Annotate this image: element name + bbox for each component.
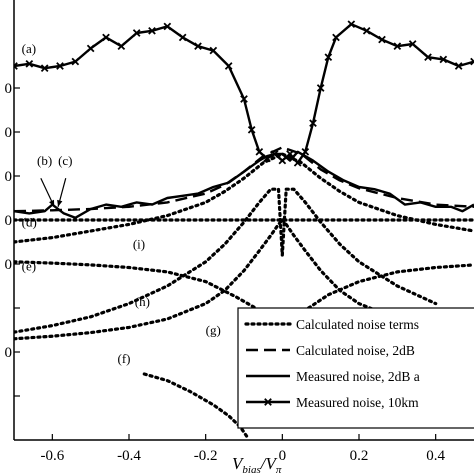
curve-label-a: (a) [22, 41, 36, 56]
series-g-line [14, 218, 284, 341]
legend: Calculated noise terms Calculated noise, … [237, 307, 474, 429]
curve-label-g: (g) [206, 322, 221, 337]
pointer-arrowhead [49, 199, 55, 207]
series-a-marker [408, 40, 417, 48]
series-a-marker [278, 156, 287, 165]
legend-label: Calculated noise terms [296, 317, 419, 332]
curve-label-d: (d) [22, 215, 37, 230]
series-a-marker [347, 20, 356, 29]
x-tick-label: -0.6 [40, 448, 64, 464]
series-a-marker [454, 62, 463, 70]
y-tick-label: 0 [5, 213, 13, 229]
x-tick-label: 0.4 [426, 448, 445, 464]
series-a-marker [86, 44, 95, 53]
series-h-line [14, 187, 438, 334]
legend-box [237, 307, 474, 429]
series-i-line [14, 152, 474, 244]
y-tick-label: 0 [5, 345, 13, 361]
series-b-line [14, 150, 474, 219]
series-a-marker [255, 147, 264, 156]
legend-label: Measured noise, 2dB a [296, 369, 420, 384]
series-a-marker [424, 53, 432, 62]
series-a-marker [224, 62, 233, 70]
y-tick-label: 0 [5, 257, 13, 273]
curve-label-h: (h) [135, 294, 150, 309]
series-a-marker [194, 42, 202, 51]
series-a-marker [247, 125, 256, 134]
series-a-marker [71, 57, 80, 66]
pointer-arrowhead [57, 199, 63, 207]
series-a-line [14, 23, 474, 164]
series-a-marker [209, 46, 218, 55]
series-a-marker [393, 42, 402, 51]
series-a-marker [324, 53, 333, 62]
y-tick-label: 0 [5, 169, 13, 185]
x-axis-label: Vbias/Vπ [232, 454, 282, 474]
legend-entry: Calculated noise, 2dB [246, 343, 415, 358]
x-tick-label: 0.2 [350, 448, 369, 464]
legend-entry: Measured noise, 10km [246, 395, 419, 410]
series-a-marker [117, 42, 126, 51]
series-a-marker [332, 33, 340, 42]
series-a-marker [316, 84, 325, 92]
curve-label-b: (b) [37, 153, 52, 168]
series-a-marker [148, 26, 156, 35]
x-tick-label: 0 [279, 448, 287, 464]
y-tick-label: 0 [5, 125, 13, 141]
curve-label-f: (f) [118, 351, 131, 366]
series-a-marker [163, 22, 172, 31]
legend-entry: Calculated noise terms [244, 317, 419, 332]
series-a-marker [102, 33, 110, 42]
series-a-marker [439, 55, 448, 64]
series-c-line [14, 146, 474, 213]
x-tick-label: -0.2 [194, 448, 218, 464]
y-tick-label: 0 [5, 81, 13, 97]
x-tick-label: -0.4 [117, 448, 141, 464]
series-a-marker [309, 119, 317, 128]
series-a-marker [240, 95, 248, 103]
series-a-marker [378, 35, 386, 44]
legend-label: Measured noise, 10km [296, 395, 419, 410]
series-a-marker [56, 62, 64, 70]
curve-label-e: (e) [22, 259, 36, 274]
series-f-line [142, 372, 250, 440]
axes: -0.6 -0.4 -0.2 0 0.2 0.4 0 0 0 0 0 0 [5, 0, 474, 464]
series-a-marker [470, 57, 474, 66]
series-a-marker [178, 33, 187, 42]
legend-entry: Measured noise, 2dB a [246, 369, 420, 384]
legend-label: Calculated noise, 2dB [296, 343, 415, 358]
series-a-marker [25, 59, 34, 68]
series-a-marker [132, 29, 141, 37]
series-a-marker [362, 26, 371, 35]
curve-label-c: (c) [58, 153, 72, 168]
curve-label-i: (i) [133, 237, 145, 252]
series-a-marker [40, 64, 49, 73]
